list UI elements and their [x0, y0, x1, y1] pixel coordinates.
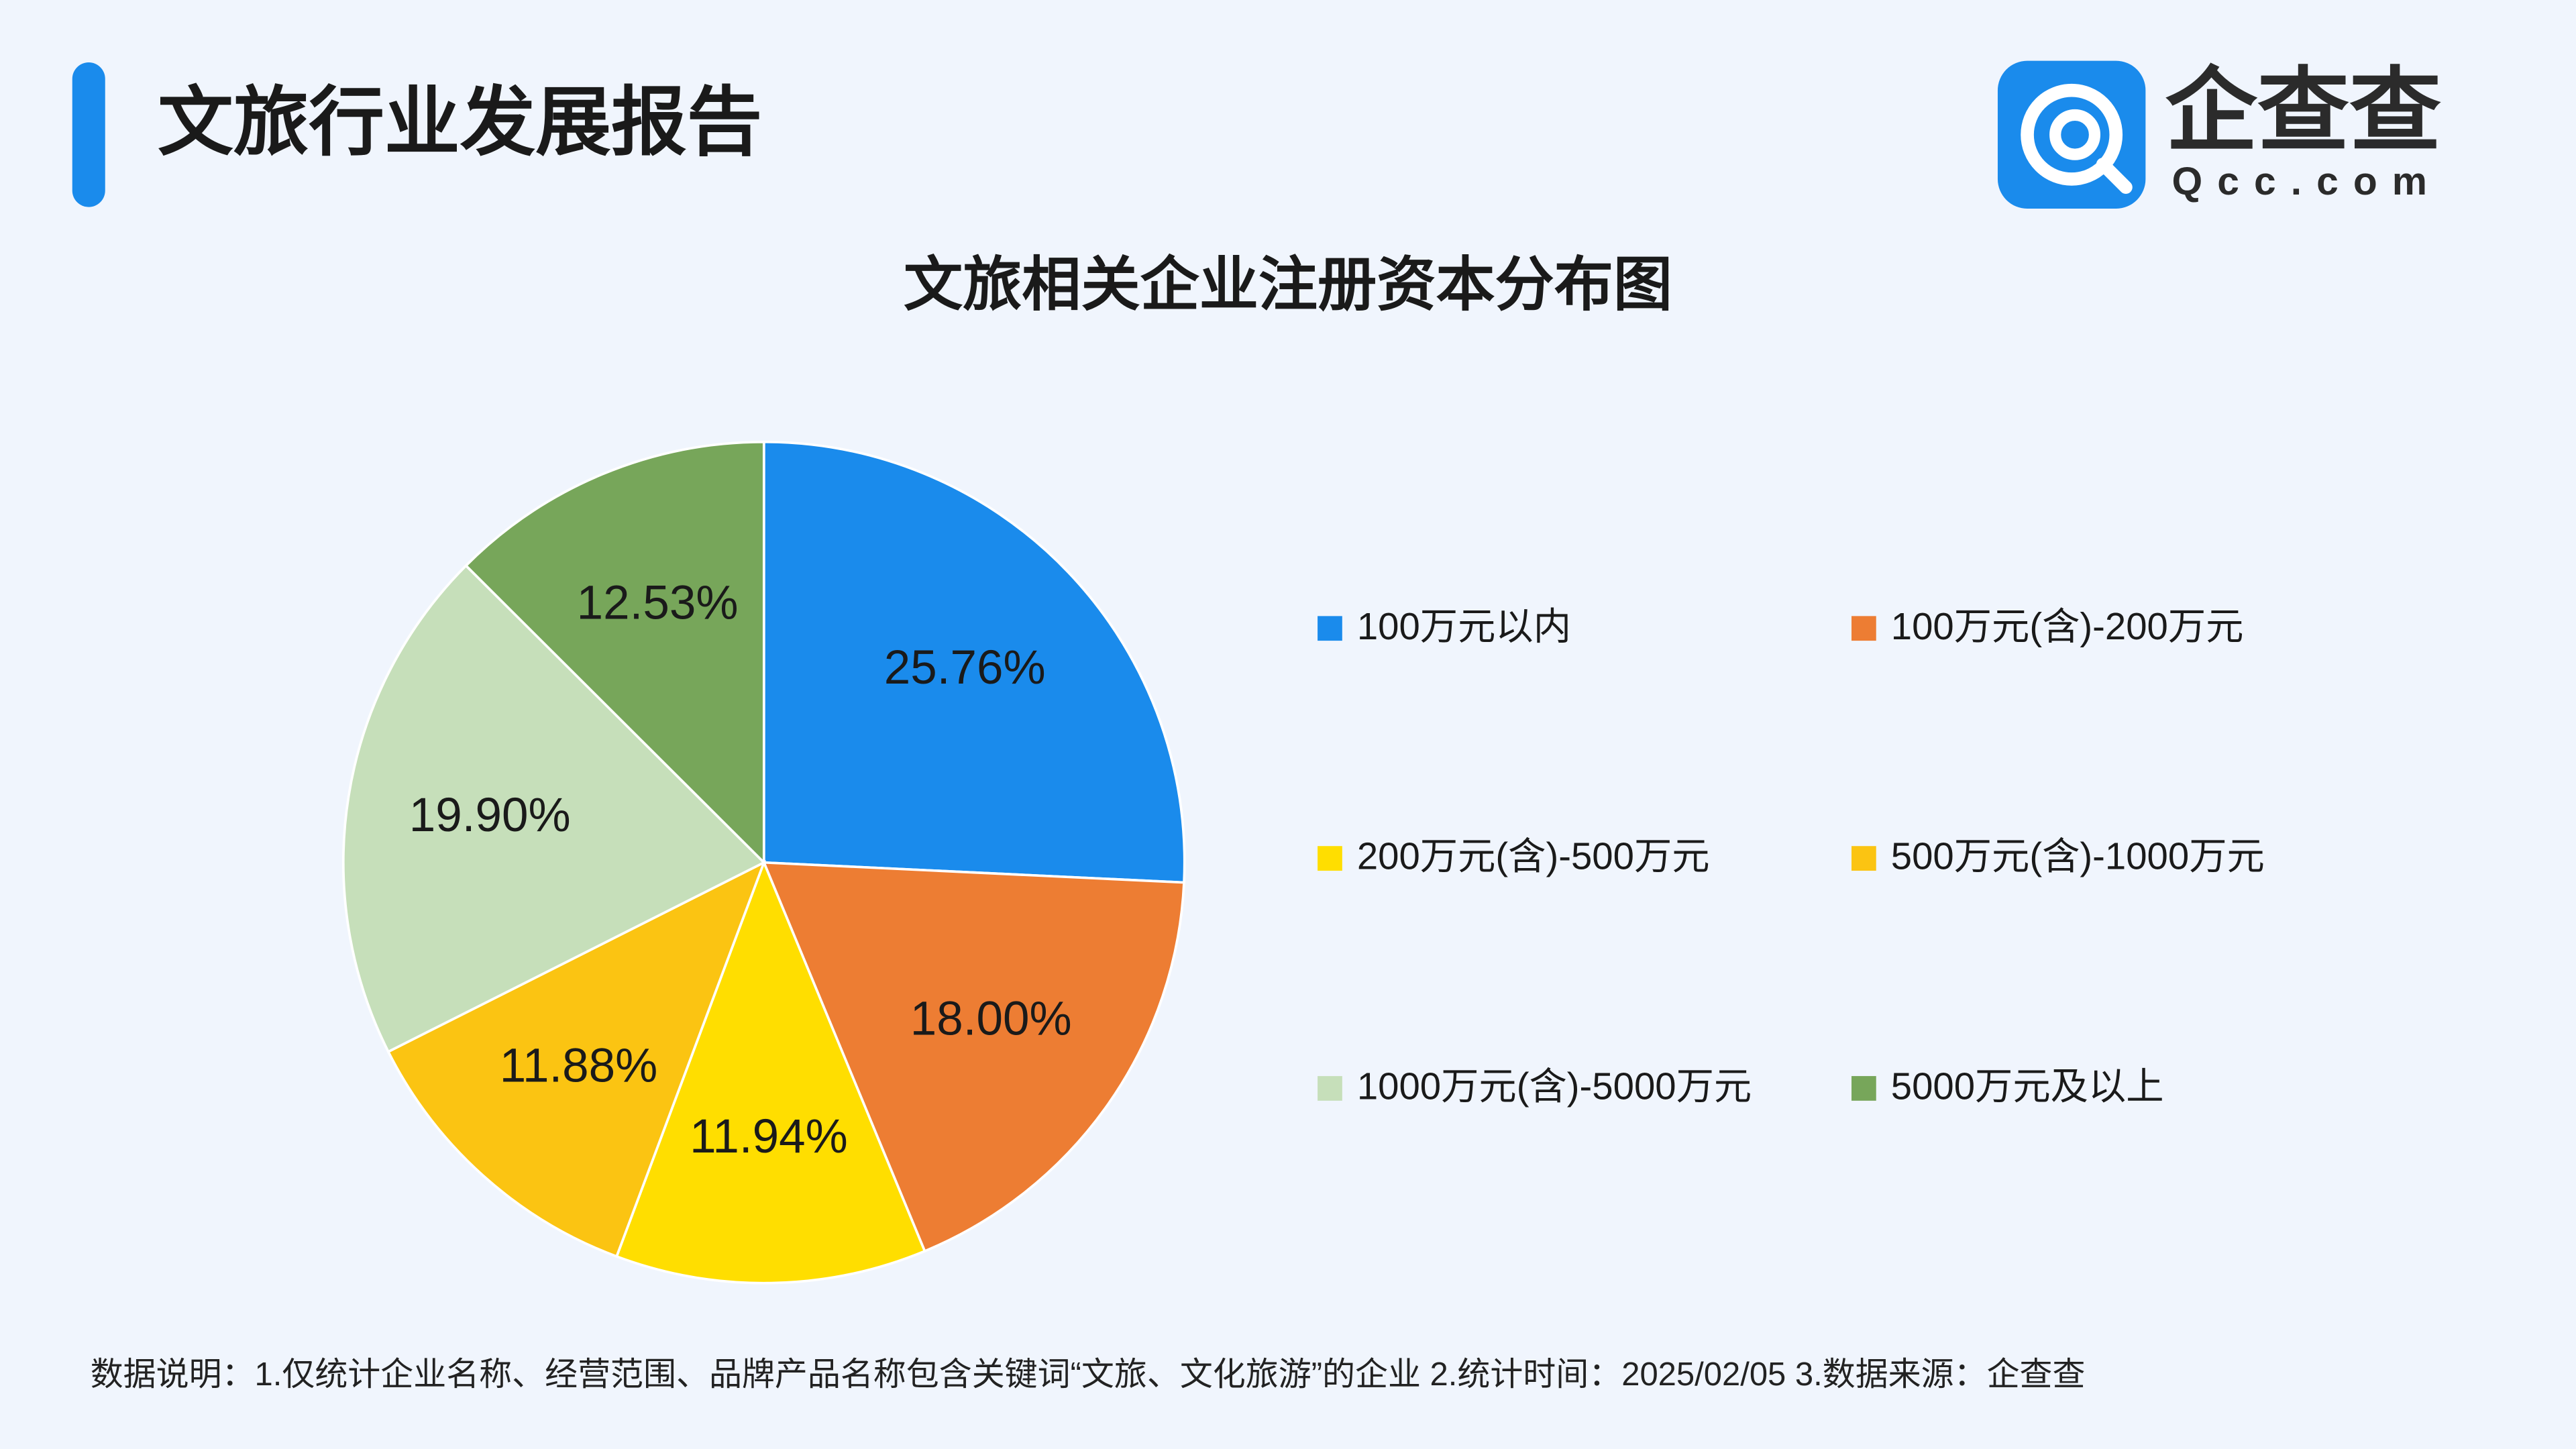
- page-title: 文旅行业发展报告: [158, 80, 762, 164]
- legend-label: 500万元(含)-1000万元: [1891, 835, 2265, 877]
- logo-name: 企查查: [2165, 60, 2441, 163]
- pie-slice: [386, 859, 767, 1258]
- legend-swatch: [1851, 1076, 1876, 1101]
- data-label: 18.00%: [910, 993, 1072, 1046]
- logo-tail: [2096, 158, 2133, 194]
- legend-swatch: [1318, 616, 1342, 641]
- data-label: 11.88%: [500, 1040, 658, 1093]
- legend-label: 1000万元(含)-5000万元: [1357, 1065, 1752, 1108]
- data-label: 25.76%: [884, 641, 1046, 694]
- legend-swatch: [1851, 616, 1876, 641]
- legend-label: 5000万元及以上: [1891, 1065, 2164, 1108]
- legend-label: 100万元以内: [1357, 605, 1571, 647]
- data-label: 12.53%: [577, 576, 739, 629]
- data-label: 19.90%: [409, 789, 571, 842]
- legend-swatch: [1318, 1076, 1342, 1101]
- logo-domain: Qcc.com: [2172, 160, 2443, 203]
- legend-label: 200万元(含)-500万元: [1357, 835, 1710, 877]
- pie-slice: [614, 859, 926, 1285]
- logo-ring: [2021, 83, 2123, 186]
- legend-label: 100万元(含)-200万元: [1891, 605, 2244, 647]
- chart-title: 文旅相关企业注册资本分布图: [904, 251, 1672, 317]
- title-accent: [72, 62, 105, 207]
- pie-slice: [342, 564, 766, 1054]
- data-label: 11.94%: [690, 1110, 848, 1163]
- logo-inner: [2049, 109, 2101, 160]
- legend-swatch: [1318, 846, 1342, 871]
- pie-slice: [762, 440, 1186, 884]
- pie-slice: [761, 861, 1185, 1253]
- footer-note: 数据说明：1.仅统计企业名称、经营范围、品牌产品名称包含关键词“文旅、文化旅游”…: [91, 1356, 2086, 1393]
- logo: 企查查 Qcc.com: [1997, 60, 2443, 209]
- pie-slice: [464, 440, 765, 866]
- legend-swatch: [1851, 846, 1876, 871]
